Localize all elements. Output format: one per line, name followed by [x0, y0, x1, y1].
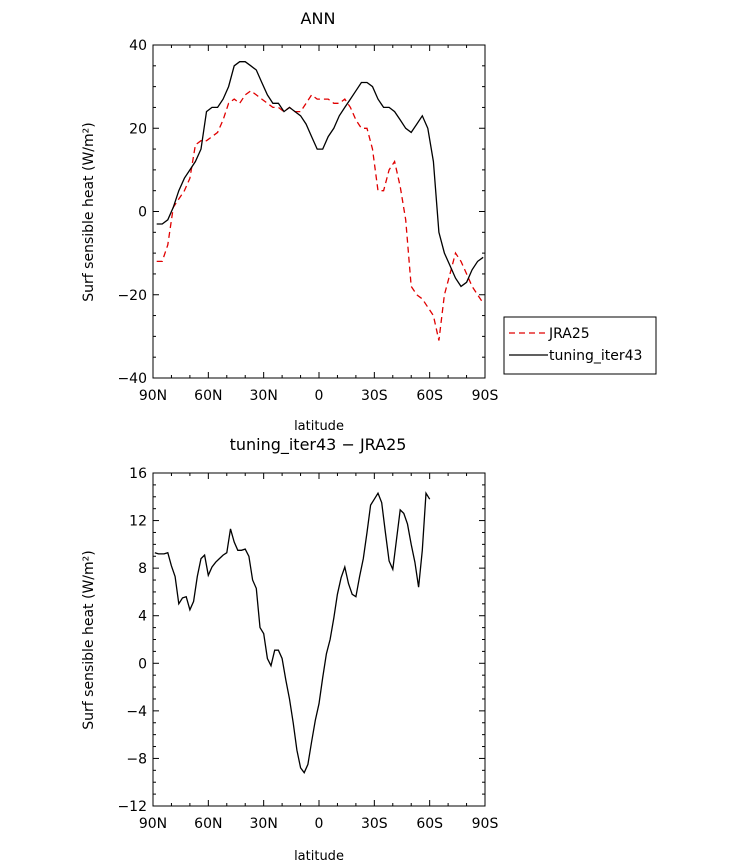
legend: JRA25 tuning_iter43 — [503, 316, 657, 375]
series-line-jra25 — [156, 89, 484, 341]
plot-frame — [152, 44, 486, 379]
x-tick-label: 90N — [139, 816, 167, 832]
series-line-tuning-iter43-jra25 — [154, 491, 431, 774]
x-tick-label: 60N — [194, 816, 222, 832]
x-tick-label: 30N — [250, 816, 278, 832]
y-tick-label: 12 — [129, 514, 147, 530]
chart-title: tuning_iter43 − JRA25 — [230, 435, 407, 455]
plot-frame — [152, 472, 486, 807]
x-tick-label: 60S — [416, 388, 443, 404]
legend-label-jra25: JRA25 — [548, 326, 590, 342]
x-tick-label: 30N — [250, 388, 278, 404]
y-axis-label: Surf sensible heat (W/m²) — [81, 550, 97, 729]
x-axis-label: latitude — [294, 419, 344, 434]
legend-label-tuning: tuning_iter43 — [549, 348, 642, 364]
x-tick-label: 90S — [472, 388, 499, 404]
y-tick-label: 20 — [129, 121, 147, 137]
y-axis-label: Surf sensible heat (W/m²) — [81, 122, 97, 301]
y-tick-label: 0 — [138, 656, 147, 672]
y-tick-label: 4 — [138, 609, 147, 625]
chart-title: ANN — [301, 9, 336, 28]
legend-box — [503, 316, 657, 375]
x-tick-label: 0 — [315, 388, 324, 404]
y-tick-label: 8 — [138, 561, 147, 577]
chart-annual-sensible-heat: ANN −40 −20 0 20 40 90N 60N 30N 0 30S 60S 90S lati… — [81, 9, 657, 434]
x-tick-label: 30S — [361, 388, 388, 404]
y-tick-label: 0 — [138, 205, 147, 221]
y-tick-label: −8 — [126, 751, 147, 767]
y-tick-label: 16 — [129, 466, 147, 482]
y-tick-label: −20 — [117, 288, 147, 304]
y-tick-label: 40 — [129, 38, 147, 54]
series-line-tuning-iter43 — [156, 61, 484, 288]
y-tick-label: −12 — [117, 799, 147, 815]
x-tick-label: 90N — [139, 388, 167, 404]
x-tick-label: 60S — [416, 816, 443, 832]
chart-difference: tuning_iter43 − JRA25 −12 −8 −4 0 4 8 12 16 90N… — [81, 435, 498, 864]
y-tick-label: −40 — [117, 371, 147, 387]
x-tick-label: 60N — [194, 388, 222, 404]
y-tick-label: −4 — [126, 704, 147, 720]
x-tick-label: 30S — [361, 816, 388, 832]
x-tick-label: 90S — [472, 816, 499, 832]
x-axis-label: latitude — [294, 849, 344, 864]
x-tick-label: 0 — [315, 816, 324, 832]
